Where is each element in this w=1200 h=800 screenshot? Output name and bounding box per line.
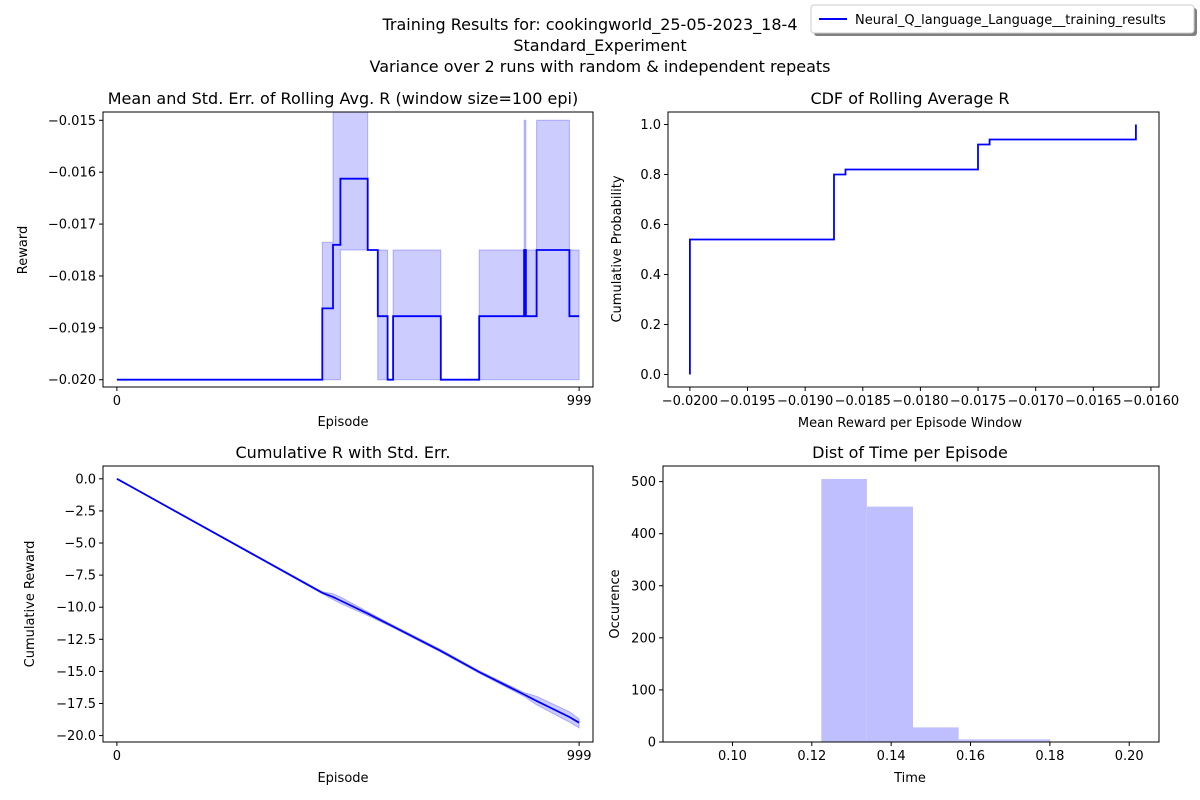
x-tick-label: −0.0165 [1065, 394, 1121, 409]
x-tick-label: −0.0195 [719, 394, 775, 409]
x-tick-label: 999 [567, 749, 592, 764]
y-tick-label: 0.4 [640, 268, 661, 283]
axes-frame [102, 465, 594, 743]
y-tick-label: −15.0 [56, 665, 96, 680]
series-line [116, 177, 580, 381]
histogram-bar [867, 506, 913, 742]
x-tick-label: −0.0175 [950, 394, 1006, 409]
x-tick-label: −0.0180 [892, 394, 948, 409]
x-tick-label: 0.14 [877, 749, 906, 764]
legend-label: Neural_Q_language_Language__training_res… [855, 13, 1166, 28]
rolling-avg-reward-subplot: Mean and Std. Err. of Rolling Avg. R (wi… [16, 89, 594, 430]
plot-area [689, 124, 1137, 375]
x-tick-label: −0.0185 [835, 394, 891, 409]
subplot-title: Dist of Time per Episode [812, 443, 1008, 462]
y-tick-label: −0.018 [48, 269, 96, 284]
x-tick-label: 0.16 [956, 749, 985, 764]
subplot-title: Mean and Std. Err. of Rolling Avg. R (wi… [108, 89, 579, 108]
histogram-bar [1004, 739, 1051, 742]
series-line [116, 478, 580, 724]
axes-frame [667, 111, 1160, 388]
y-tick-label: −0.017 [48, 218, 96, 233]
y-tick-label: 0.6 [640, 218, 661, 233]
legend-frame [810, 4, 1195, 34]
y-axis-label: Reward [16, 226, 31, 274]
x-axis-label: Mean Reward per Episode Window [798, 416, 1023, 431]
x-axis-label: Episode [317, 415, 368, 430]
y-tick-label: −0.016 [48, 166, 96, 181]
x-tick-label: 0 [113, 749, 121, 764]
time-per-episode-histogram-subplot: Dist of Time per Episode Time Occurence … [608, 443, 1160, 786]
y-tick-label: −5.0 [64, 537, 96, 552]
figure-title-line-3: Variance over 2 runs with random & indep… [370, 57, 831, 76]
y-axis-label: Cumulative Reward [23, 541, 38, 668]
y-tick-label: −12.5 [56, 633, 96, 648]
y-tick-label: 100 [631, 683, 656, 698]
y-tick-label: 1.0 [640, 118, 661, 133]
y-tick-label: 500 [631, 475, 656, 490]
x-tick-label: −0.0160 [1123, 394, 1179, 409]
y-tick-label: 400 [631, 527, 656, 542]
x-tick-label: 0 [113, 394, 121, 409]
x-tick-label: 999 [567, 394, 592, 409]
x-axis-label: Time [893, 771, 926, 786]
plot-area [684, 479, 1142, 742]
x-tick-label: 0.12 [797, 749, 826, 764]
std-err-band [116, 112, 580, 381]
x-tick-label: 0.18 [1035, 749, 1064, 764]
y-tick-label: 0.8 [640, 168, 661, 183]
subplot-title: Cumulative R with Std. Err. [236, 443, 451, 462]
figure-title-line-1: Training Results for: cookingworld_25-05… [381, 15, 797, 35]
histogram-bar [821, 479, 867, 742]
axes-frame [662, 465, 1160, 743]
y-tick-label: 300 [631, 579, 656, 594]
x-axis-label: Episode [317, 771, 368, 786]
cumulative-reward-subplot: Cumulative R with Std. Err. Episode Cumu… [23, 443, 594, 786]
x-tick-label: −0.0170 [1007, 394, 1063, 409]
series-line [689, 124, 1137, 375]
histogram-bar [913, 727, 959, 742]
axes-frame [102, 111, 594, 388]
y-tick-label: −20.0 [56, 729, 96, 744]
x-tick-label: 0.20 [1115, 749, 1144, 764]
x-tick-label: −0.0200 [662, 394, 718, 409]
legend: Neural_Q_language_Language__training_res… [810, 4, 1197, 36]
y-tick-label: −7.5 [64, 569, 96, 584]
histogram-bar [958, 739, 1005, 742]
cdf-rolling-avg-subplot: CDF of Rolling Average R Mean Reward per… [610, 89, 1179, 431]
y-tick-label: 0 [648, 736, 656, 751]
y-tick-label: 0.0 [75, 472, 96, 487]
plot-area [116, 478, 580, 729]
y-tick-label: 0.2 [640, 318, 661, 333]
figure-title-line-2: Standard_Experiment [513, 36, 686, 56]
y-tick-label: −0.019 [48, 321, 96, 336]
y-tick-label: −10.0 [56, 601, 96, 616]
x-tick-label: −0.0190 [777, 394, 833, 409]
y-tick-label: 200 [631, 631, 656, 646]
y-tick-label: −0.015 [48, 114, 96, 129]
y-tick-label: −2.5 [64, 504, 96, 519]
plot-area [116, 112, 580, 381]
x-tick-label: 0.10 [718, 749, 747, 764]
y-tick-label: 0.0 [640, 368, 661, 383]
y-tick-label: −0.020 [48, 373, 96, 388]
subplot-title: CDF of Rolling Average R [810, 89, 1009, 108]
y-axis-label: Cumulative Probability [610, 175, 625, 322]
y-axis-label: Occurence [608, 569, 623, 638]
y-tick-label: −17.5 [56, 697, 96, 712]
